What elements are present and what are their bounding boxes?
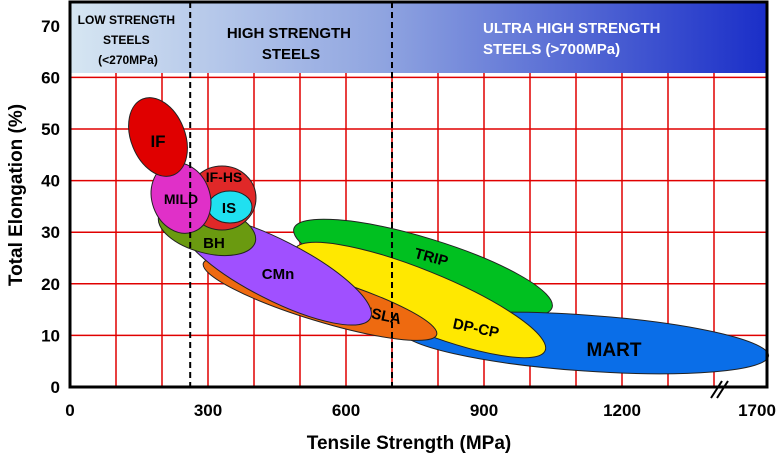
y-tick-label: 50 [41,120,60,139]
y-tick-label: 30 [41,223,60,242]
region-label-cmn: CMn [262,266,295,283]
region-shape-if [128,97,188,177]
region-label-mart: MART [587,340,642,361]
region-label-bh: BH [203,235,225,252]
x-tick-label: 1200 [603,401,641,420]
band-label-low: LOW STRENGTH STEELS (<270MPa) [78,13,179,67]
y-tick-label: 0 [51,378,60,397]
y-tick-label: 60 [41,68,60,87]
x-tick-labels: 0 300 600 900 1200 1700 [65,401,776,420]
band-label-high: HIGH STRENGTH STEELS [227,25,355,63]
strength-dividers [189,2,393,387]
region-if: IF [128,97,188,177]
region-dp-cp: DP-CP [293,241,547,359]
y-tick-label: 70 [41,17,60,36]
axis-break-icon [710,380,729,399]
x-tick-label: 900 [470,401,498,420]
region-label-if-hs: IF-HS [206,169,243,185]
x-axis-label: Tensile Strength (MPa) [307,433,511,454]
region-label-mild: MILD [164,191,198,207]
x-tick-label: 0 [65,401,74,420]
y-tick-label: 40 [41,172,60,191]
x-tick-label: 1700 [738,401,776,420]
band-label-ultra: ULTRA HIGH STRENGTH STEELS (>700MPa) [483,20,665,58]
y-tick-label: 20 [41,275,60,294]
y-tick-label: 10 [41,326,60,345]
header-band [70,2,767,73]
region-label-if: IF [150,132,165,151]
y-axis-label: Total Elongation (%) [6,104,27,286]
y-tick-labels: 0 10 20 30 40 50 60 70 [41,17,60,397]
plot-frame [68,0,769,389]
region-trip: TRIP [293,218,553,318]
x-tick-label: 600 [332,401,360,420]
region-is: IS [207,190,253,224]
region-label-is: IS [222,200,236,217]
x-tick-label: 300 [194,401,222,420]
